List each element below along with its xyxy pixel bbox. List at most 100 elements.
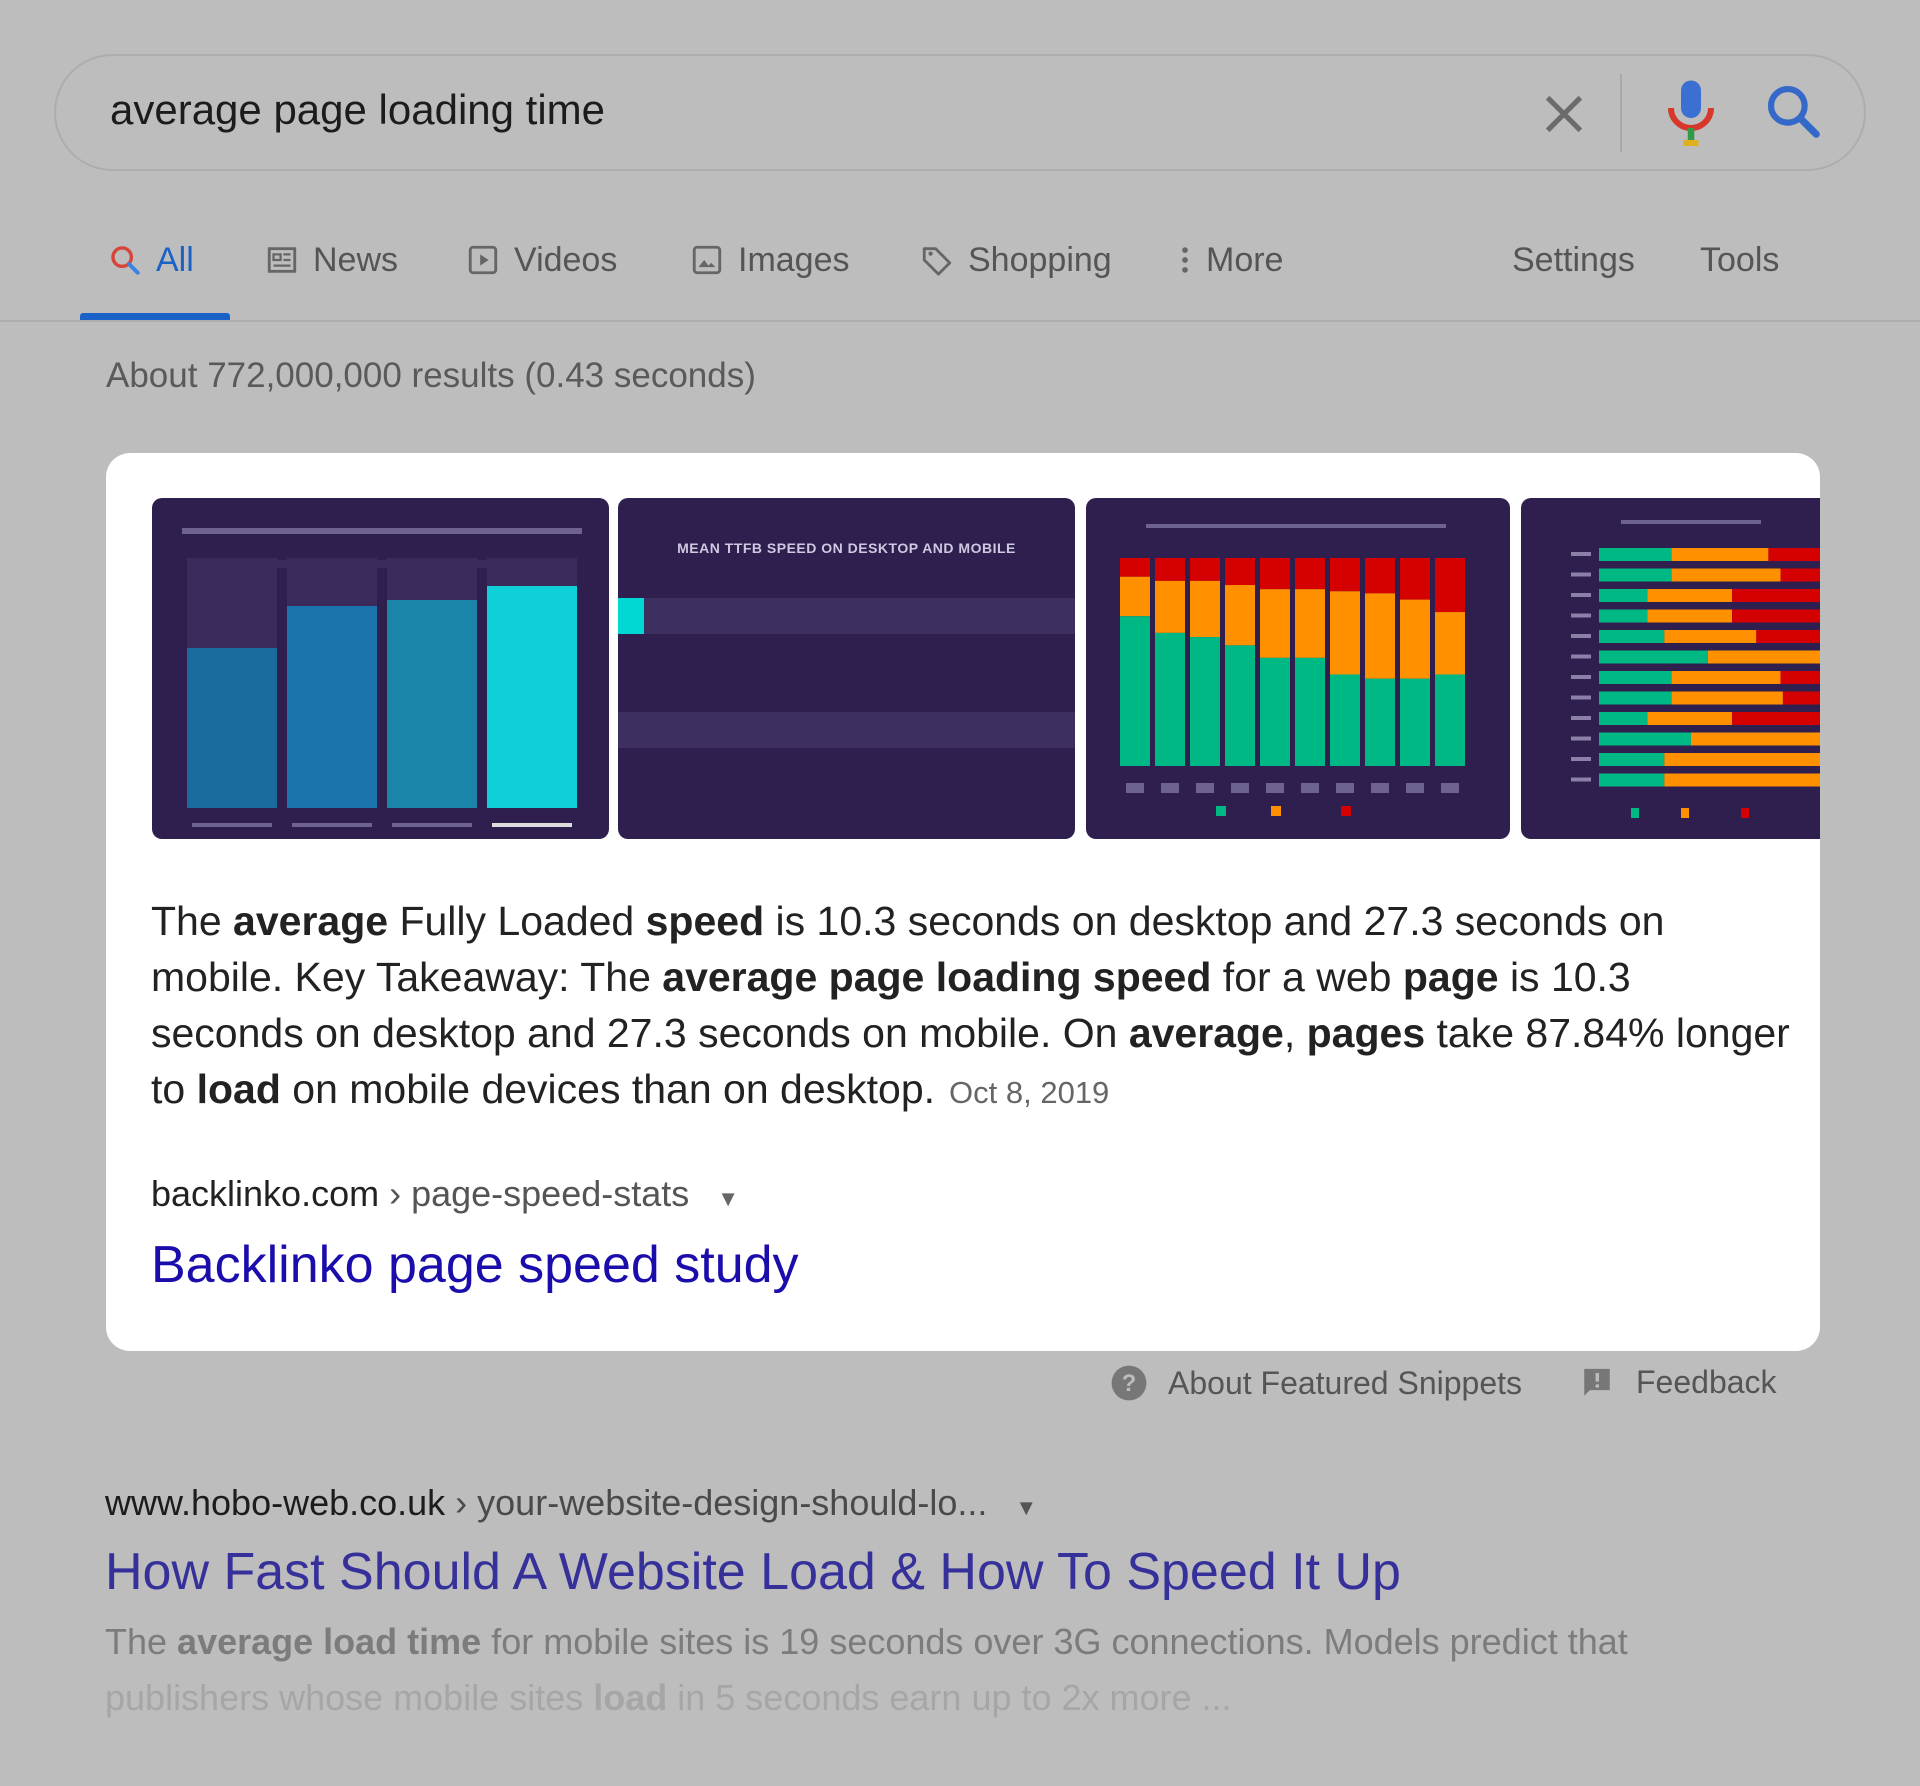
thumbnail-mark	[1190, 558, 1220, 581]
thumbnail-mark	[1647, 609, 1733, 623]
thumbnail-mark	[1330, 591, 1360, 675]
thumbnail-mark	[1732, 589, 1820, 602]
thumbnail-mark	[1225, 585, 1255, 646]
thumbnail-mark	[1190, 580, 1220, 638]
thumbnail-mark	[1435, 558, 1465, 613]
thumbnail-mark	[1120, 558, 1150, 577]
thumbnail-mark	[1365, 558, 1395, 594]
thumbnail-bar	[618, 712, 1075, 748]
bold-term: average load time	[177, 1621, 482, 1662]
tab-shopping[interactable]: Shopping	[920, 238, 1112, 282]
search-input[interactable]: average page loading time	[110, 86, 606, 133]
thumbnail-mark	[1336, 783, 1354, 793]
thumbnail-mark	[1571, 736, 1591, 741]
about-label: About Featured Snippets	[1168, 1364, 1523, 1401]
thumbnail-mark	[1216, 806, 1226, 816]
thumbnail-mark	[1126, 783, 1144, 793]
thumbnail-mark	[1295, 558, 1325, 590]
thumbnail-mark	[1406, 783, 1424, 793]
thumbnail-mark	[1599, 671, 1672, 684]
tab-images[interactable]: Images	[690, 238, 850, 282]
tab-news[interactable]: News	[265, 238, 398, 282]
text-segment: for a web	[1211, 954, 1403, 1000]
about-featured-snippets[interactable]: ? About Featured Snippets	[1110, 1364, 1522, 1402]
thumbnail-mark	[1155, 580, 1185, 633]
thumbnail-mark	[1571, 757, 1591, 761]
thumbnail-mark	[1225, 645, 1255, 766]
thumbnail-mark	[1231, 783, 1249, 793]
thumbnail-mark	[1780, 671, 1820, 684]
thumbnail-mark	[1120, 616, 1150, 766]
thumbnail-mark	[1571, 675, 1591, 679]
breadcrumb[interactable]: www.hobo-web.co.uk › your-website-design…	[105, 1482, 1037, 1524]
snippet-image-1[interactable]	[152, 498, 609, 839]
thumbnail-mark	[1599, 609, 1648, 623]
result-title-link[interactable]: How Fast Should A Website Load & How To …	[105, 1543, 1401, 1601]
close-icon[interactable]	[1536, 86, 1592, 142]
more-vertical-icon	[1182, 247, 1188, 273]
microphone-icon[interactable]	[1666, 78, 1716, 148]
search-bar[interactable]: average page loading time	[54, 54, 1866, 171]
settings-link[interactable]: Settings	[1512, 240, 1635, 279]
thumbnail-mark	[1671, 548, 1769, 561]
bold-term: page	[1402, 954, 1499, 1000]
thumbnail-mark	[1161, 783, 1179, 793]
text-segment: The	[105, 1621, 178, 1662]
domain: backlinko.com	[151, 1173, 380, 1214]
divider	[0, 320, 1920, 322]
feedback-label: Feedback	[1636, 1364, 1777, 1400]
thumbnail-mark	[1330, 558, 1360, 592]
breadcrumb[interactable]: backlinko.com › page-speed-stats ▼	[151, 1173, 739, 1215]
image-icon	[692, 245, 722, 275]
result-stats: About 772,000,000 results (0.43 seconds)	[106, 356, 756, 395]
play-icon	[468, 245, 498, 275]
snippet-image-3[interactable]	[1086, 498, 1510, 839]
text-segment: Fully Loaded	[388, 898, 646, 944]
thumbnail-mark	[1260, 657, 1290, 766]
url-path: › your-website-design-should-lo...	[445, 1482, 988, 1523]
tab-label: All	[156, 240, 194, 279]
thumbnail-mark	[1664, 753, 1820, 766]
thumbnail-mark	[1756, 630, 1820, 643]
thumbnail-mark	[1599, 691, 1672, 705]
thumbnail-mark	[1671, 691, 1783, 705]
text-segment: take 87.84% longer to	[151, 1010, 1790, 1112]
snippet-image-2[interactable]: MEAN TTFB SPEED ON DESKTOP AND MOBILE	[618, 498, 1075, 839]
tab-all[interactable]: All	[108, 238, 194, 282]
thumbnail-mark	[1400, 599, 1430, 679]
thumbnail-mark	[1571, 572, 1591, 577]
thumbnail-mark	[1599, 732, 1691, 746]
snippet-text: The average Fully Loaded speed is 10.3 s…	[151, 893, 1791, 1121]
thumbnail-mark	[1301, 783, 1319, 793]
tools-link[interactable]: Tools	[1700, 240, 1780, 279]
thumbnail-mark	[1732, 609, 1820, 623]
thumbnail-mark	[1599, 548, 1672, 561]
text-segment: for mobile sites is 19 seconds over 3G c…	[481, 1621, 1628, 1662]
thumbnail-mark	[1260, 589, 1290, 658]
text-segment: publishers whose mobile sites	[105, 1677, 594, 1718]
thumbnail-mark	[1400, 678, 1430, 766]
tab-videos[interactable]: Videos	[466, 238, 617, 282]
thumbnail-mark	[1371, 783, 1389, 793]
result-description: The average load time for mobile sites i…	[105, 1614, 1805, 1726]
snippet-image-4[interactable]	[1521, 498, 1820, 839]
thumbnail-mark	[1671, 671, 1781, 684]
search-icon[interactable]	[1762, 80, 1824, 142]
thumbnail-mark	[1599, 630, 1665, 643]
chevron-down-icon[interactable]: ▼	[717, 1186, 740, 1211]
feedback-button[interactable]: Feedback	[1580, 1364, 1777, 1401]
thumbnail-mark	[1365, 678, 1395, 766]
thumbnail-mark	[1599, 753, 1665, 766]
thumbnail-mark	[1768, 548, 1820, 561]
thumbnail-mark	[1599, 568, 1672, 582]
thumbnail-mark	[1664, 773, 1820, 787]
thumbnail-mark	[1295, 589, 1325, 658]
thumbnail-mark	[1266, 783, 1284, 793]
chevron-down-icon[interactable]: ▼	[1015, 1495, 1038, 1520]
thumbnail-mark	[1260, 558, 1290, 590]
tab-more[interactable]: More	[1178, 238, 1283, 282]
thumbnail-mark	[1190, 637, 1220, 766]
thumbnail-mark	[1120, 576, 1150, 617]
thumbnail-mark	[1225, 558, 1255, 586]
result-title-link[interactable]: Backlinko page speed study	[151, 1236, 799, 1294]
